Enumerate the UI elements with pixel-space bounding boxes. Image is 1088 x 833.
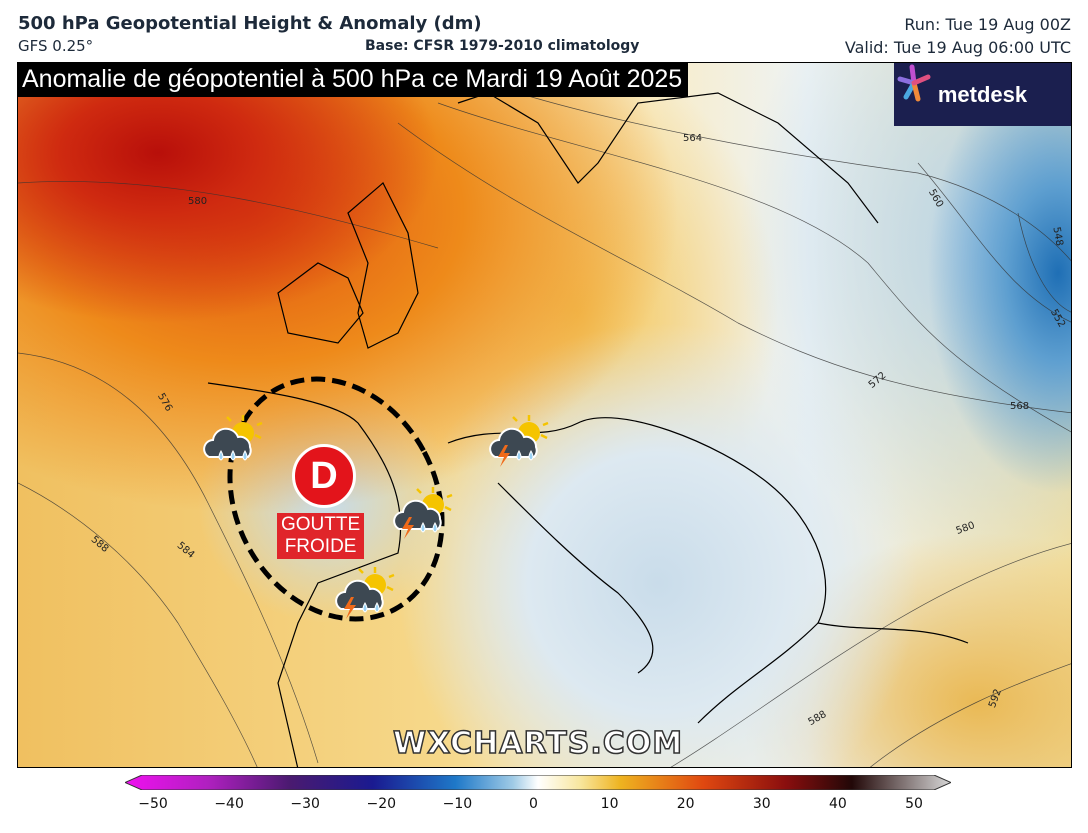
- chart-title: 500 hPa Geopotential Height & Anomaly (d…: [18, 13, 482, 34]
- colorbar-tick: −10: [442, 796, 473, 812]
- model-label: GFS 0.25°: [18, 37, 94, 55]
- sun-cloud-storm-rain-icon: [331, 563, 401, 623]
- watermark: WXCHARTS.COM: [392, 725, 684, 762]
- colorbar-tick: −30: [290, 796, 320, 812]
- colorbar-tick: −40: [214, 796, 244, 812]
- cold-drop-outline: [227, 376, 445, 622]
- low-pressure-marker: D: [292, 444, 356, 508]
- colorbar-tick: 0: [529, 796, 538, 812]
- contour-label: 564: [683, 133, 703, 144]
- colorbar-tick: 20: [676, 796, 695, 812]
- map-banner-title: Anomalie de géopotentiel à 500 hPa ce Ma…: [18, 63, 689, 97]
- colorbar-tick: 30: [752, 796, 771, 812]
- colorbar: [125, 775, 951, 790]
- base-label: Base: CFSR 1979-2010 climatology: [365, 38, 640, 54]
- sun-cloud-rain-icon: [199, 411, 269, 471]
- contours-and-coastlines: [18, 92, 1071, 767]
- run-label: Run: Tue 19 Aug 00Z: [904, 15, 1071, 34]
- contour-label: 568: [1010, 401, 1030, 412]
- logo-burst-icon: [897, 64, 931, 102]
- cold-drop-label: GOUTTE FROIDE: [277, 513, 365, 559]
- metdesk-logo: metdesk: [894, 63, 1071, 126]
- sun-cloud-storm-rain-icon: [485, 411, 555, 471]
- colorbar-tick: 10: [600, 796, 619, 812]
- label-line: FROIDE: [284, 536, 357, 557]
- colorbar-tick: 40: [828, 796, 847, 812]
- sun-cloud-storm-rain-icon: [389, 483, 459, 543]
- contour-label: 580: [188, 196, 208, 207]
- colorbar-tick: −50: [138, 796, 168, 812]
- colorbar-tick: 50: [905, 796, 923, 812]
- valid-label: Valid: Tue 19 Aug 06:00 UTC: [844, 38, 1071, 57]
- label-line: GOUTTE: [281, 514, 361, 535]
- colorbar-tick: −20: [366, 796, 397, 812]
- map-area: 580 576 588 584 564 560 548 552 572 568 …: [17, 62, 1072, 768]
- logo-text: metdesk: [937, 81, 1028, 107]
